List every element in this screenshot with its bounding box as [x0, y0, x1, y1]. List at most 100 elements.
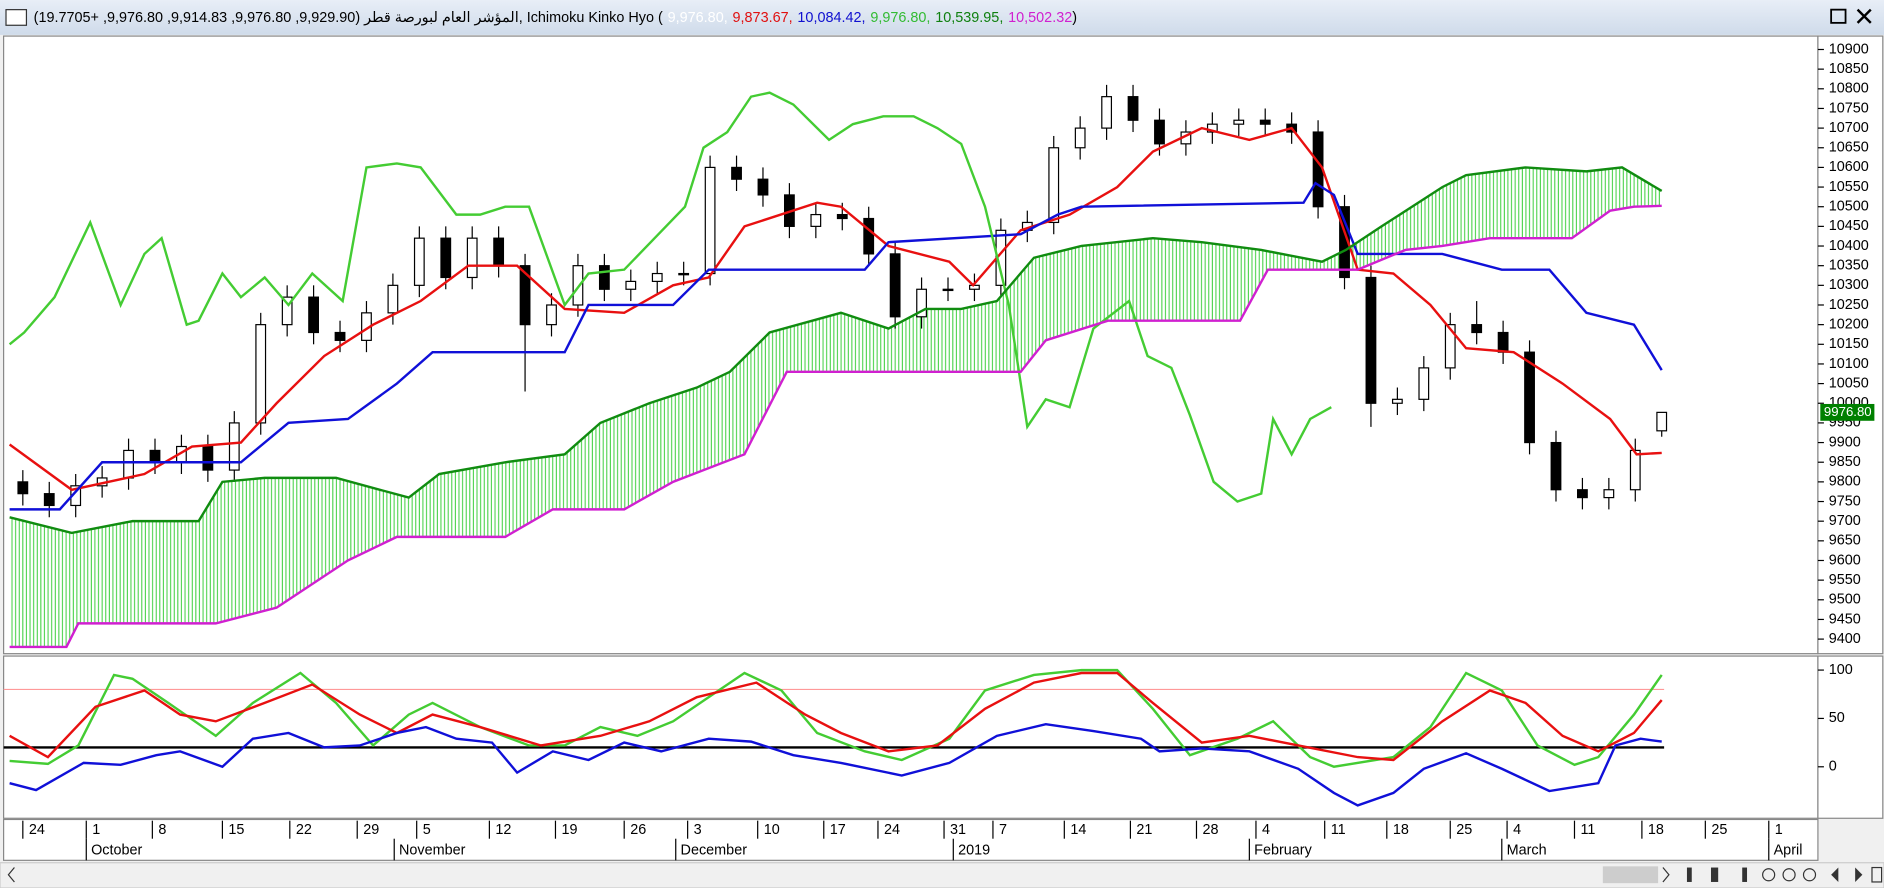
- month-label: October: [91, 843, 142, 859]
- x-tick-label: 17: [830, 822, 846, 838]
- x-tick-label: 8: [158, 822, 166, 838]
- x-tick-label: 19: [561, 822, 577, 838]
- tool-icon[interactable]: [1782, 868, 1796, 882]
- candle-body: [1391, 398, 1403, 404]
- tool-icon[interactable]: [1855, 867, 1863, 882]
- x-tick-label: 21: [1136, 822, 1152, 838]
- scroll-right[interactable]: [1662, 867, 1670, 883]
- tool-icon[interactable]: [1710, 867, 1719, 882]
- candle-body: [1577, 489, 1588, 499]
- candle-body: [731, 166, 742, 180]
- tool-icon[interactable]: [1742, 867, 1748, 882]
- title-end: ): [1072, 10, 1077, 26]
- x-tick-label: 1: [1775, 822, 1783, 838]
- month-label: April: [1774, 843, 1803, 859]
- x-tick-label: 18: [1393, 822, 1409, 838]
- y-tick-label: 10650: [1829, 140, 1869, 156]
- candle-body: [1603, 489, 1615, 499]
- month-label: March: [1507, 843, 1547, 859]
- candle-body: [519, 265, 531, 326]
- x-tick-label: 1: [92, 822, 100, 838]
- y-tick-label: 10050: [1829, 375, 1869, 391]
- candle-body: [1656, 411, 1668, 432]
- x-tick-label: 7: [999, 822, 1007, 838]
- axes: 9400 9450 9500 9550 9600 9650 9700 9750 9800 9850…: [22, 41, 1875, 861]
- line-series: [9, 671, 1663, 762]
- chart-title: المؤشر العام لبورصة قطر (9,929.90, 9,976…: [34, 10, 1077, 26]
- x-tick-label: 24: [29, 822, 45, 838]
- tool-icon[interactable]: [1871, 866, 1883, 883]
- y-tick-label: 10850: [1829, 61, 1869, 77]
- title-value: 9,976.80,: [668, 10, 728, 26]
- toolbar-icons[interactable]: [1686, 866, 1883, 883]
- candle-body: [863, 217, 875, 255]
- line-series: [9, 722, 1662, 807]
- candle-body: [1127, 96, 1139, 121]
- y-tick-label: 100: [1829, 662, 1853, 678]
- x-tick-label: 25: [1456, 822, 1472, 838]
- y-tick-label: 9500: [1829, 592, 1861, 608]
- tool-icon[interactable]: [1686, 867, 1692, 882]
- candle-body: [493, 237, 505, 267]
- tool-icon[interactable]: [1802, 868, 1817, 882]
- tool-icon[interactable]: [1831, 867, 1839, 882]
- y-tick-label: 10800: [1829, 81, 1869, 97]
- candle-body: [889, 253, 901, 318]
- title-text: المؤشر العام لبورصة قطر (9,929.90, 9,976…: [34, 10, 663, 26]
- candle-body: [123, 449, 134, 479]
- candle-body: [810, 213, 822, 227]
- oscillator-plot: [3, 668, 1665, 807]
- candle-body: [704, 166, 716, 275]
- candle-body: [440, 237, 452, 279]
- y-tick-label: 9900: [1829, 434, 1861, 450]
- x-tick-label: 11: [1580, 822, 1595, 838]
- scroll-thumb[interactable]: [1602, 866, 1659, 884]
- candle-body: [546, 304, 557, 326]
- scroll-bar[interactable]: [0, 862, 1884, 888]
- line-series: [8, 126, 1662, 492]
- candle-body: [625, 280, 637, 290]
- y-tick-label: 9850: [1829, 454, 1861, 470]
- y-tick-label: 10450: [1829, 218, 1869, 234]
- y-tick-label: 10700: [1829, 120, 1869, 136]
- y-tick-label: 10300: [1829, 277, 1869, 293]
- maximize-button[interactable]: [1830, 8, 1847, 24]
- candle-body: [1365, 276, 1377, 404]
- line-series: [9, 166, 1663, 535]
- y-tick-label: 9600: [1829, 552, 1861, 568]
- candle-body: [281, 296, 293, 326]
- y-tick-label: 10600: [1829, 159, 1869, 175]
- candle-body: [651, 272, 663, 283]
- window-icon: [5, 9, 28, 26]
- x-tick-label: 15: [228, 822, 244, 838]
- tool-icon[interactable]: [1762, 868, 1776, 882]
- candle-body: [1418, 367, 1430, 400]
- candle-body: [1206, 123, 1218, 133]
- y-tick-label: 10350: [1829, 257, 1869, 273]
- candle-body: [1629, 449, 1641, 491]
- month-label: December: [681, 843, 748, 859]
- y-tick-label: 9750: [1829, 493, 1861, 509]
- close-button[interactable]: [1856, 8, 1872, 24]
- scroll-left[interactable]: [7, 867, 15, 883]
- candle-body: [1444, 324, 1456, 369]
- x-tick-label: 12: [495, 822, 511, 838]
- x-tick-label: 26: [630, 822, 646, 838]
- price-plot: [8, 84, 1668, 649]
- y-tick-label: 10550: [1829, 179, 1869, 195]
- title-value: 9,873.67,: [733, 10, 793, 26]
- y-tick-label: 9650: [1829, 533, 1861, 549]
- candle-body: [678, 272, 690, 276]
- candle-body: [413, 237, 425, 286]
- x-tick-label: 24: [884, 822, 900, 838]
- x-tick-label: 4: [1262, 822, 1270, 838]
- title-value: 9,976.80,: [870, 10, 930, 26]
- y-tick-label: 10750: [1829, 100, 1869, 116]
- x-tick-label: 31: [950, 822, 966, 838]
- x-tick-label: 11: [1331, 822, 1346, 838]
- candle-body: [916, 288, 927, 318]
- line-series: [9, 668, 1663, 768]
- oscillator-axis: [1817, 655, 1884, 819]
- x-tick-label: 22: [296, 822, 312, 838]
